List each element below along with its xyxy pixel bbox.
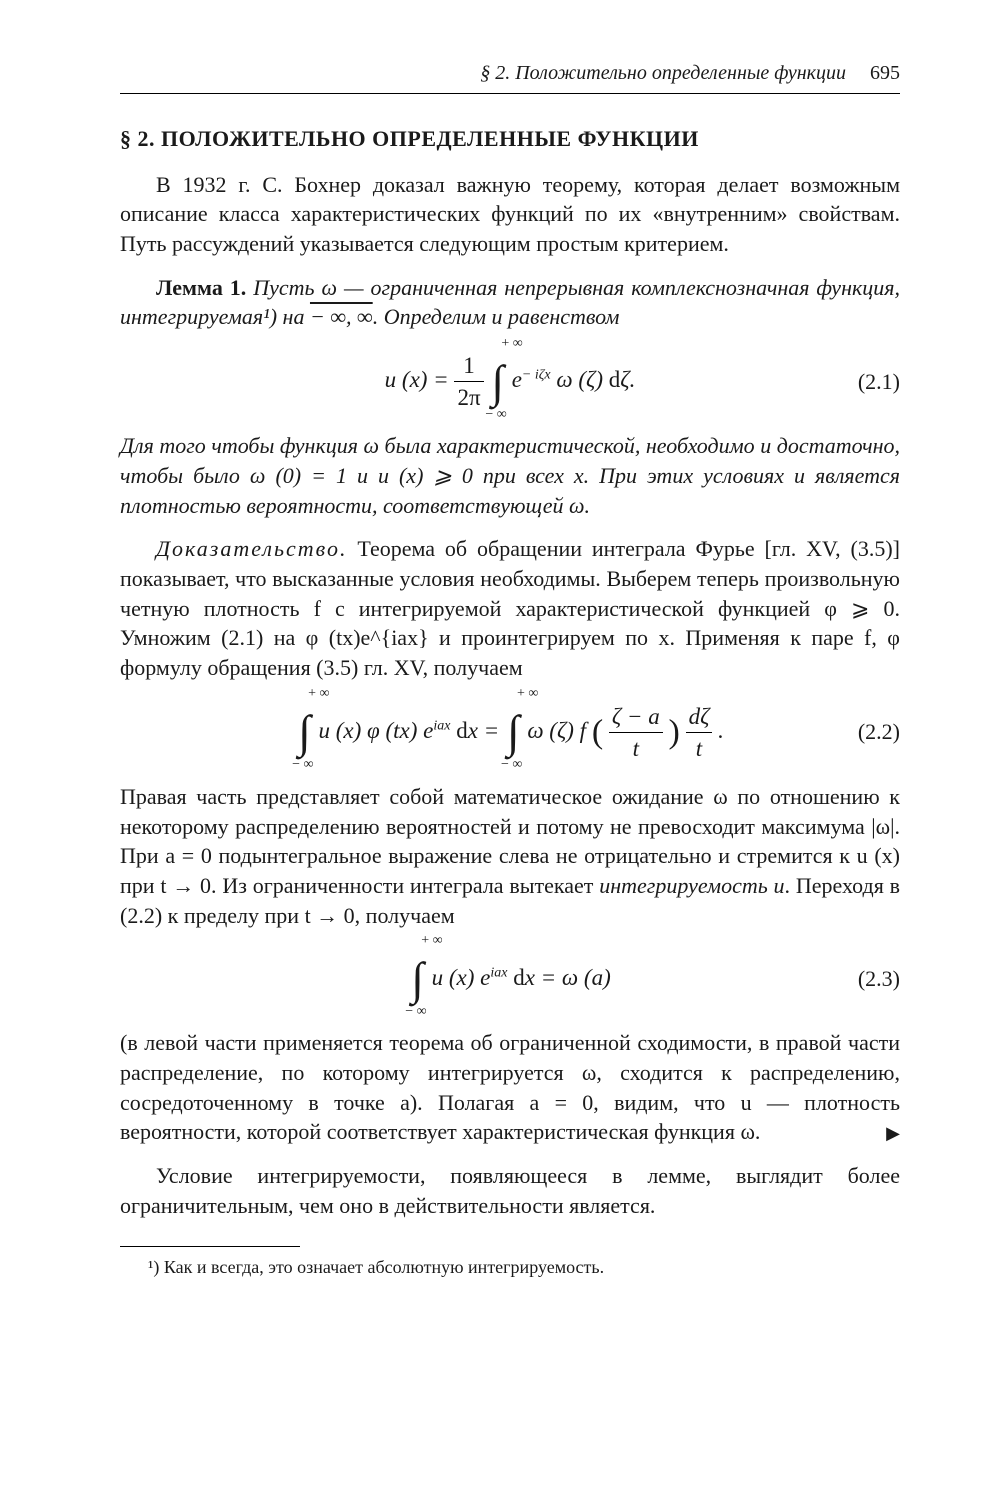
equation-2-2-content: ∫ + ∞ − ∞ u (x) φ (tx) eiax dx = ∫ + ∞ −… — [296, 701, 724, 764]
proof-text-2-ital: интегрируемость u — [599, 873, 784, 898]
lemma-interval: − ∞, ∞ — [310, 304, 373, 329]
eq22-frac-num: ζ − a — [609, 701, 663, 733]
eq22-int-bot-2: − ∞ — [501, 756, 522, 775]
proof-label: Доказательство. — [156, 536, 347, 561]
lemma-label: Лемма 1. — [156, 275, 246, 300]
intro-paragraph: В 1932 г. С. Бохнер доказал важную теоре… — [120, 170, 900, 259]
eq22-lhs: u (x) φ (tx) eiax dx = — [318, 718, 504, 743]
lemma-text-2: ) на — [270, 304, 310, 329]
rparen-icon: ) — [669, 713, 680, 750]
proof-paragraph-3: (в левой части применяется теорема об ог… — [120, 1028, 900, 1147]
lemma-statement: Лемма 1. Пусть ω — ограниченная непрерыв… — [120, 273, 900, 332]
lemma-text-3: . Определим u равенством — [373, 304, 620, 329]
eq22-int-top-2: + ∞ — [517, 685, 538, 704]
integral-icon: ∫ + ∞ − ∞ — [507, 701, 520, 763]
eq23-integrand: u (x) eiax dx = ω (a) — [432, 965, 611, 990]
equation-2-1: u (x) = 1 2π ∫ + ∞ − ∞ e− iζx ω (ζ) dζ. … — [120, 350, 900, 413]
eq21-int-bot: − ∞ — [485, 406, 506, 425]
header-section-label: § 2. Положительно определенные функции — [480, 60, 846, 87]
eq22-int-bot: − ∞ — [292, 756, 313, 775]
eq23-int-bot: − ∞ — [405, 1003, 426, 1022]
eq22-frac: ζ − a t — [609, 701, 663, 764]
eq21-frac: 1 2π — [454, 350, 483, 413]
integral-icon: ∫ + ∞ − ∞ — [298, 701, 311, 763]
eq22-dfrac: dζ t — [686, 701, 713, 764]
page: § 2. Положительно определенные функции 6… — [0, 0, 1000, 1500]
proof-paragraph-1: Доказательство. Теорема об обращении инт… — [120, 534, 900, 682]
eq22-frac-den: t — [609, 733, 663, 764]
footnote-rule — [120, 1246, 300, 1247]
eq22-dfrac-num: dζ — [686, 701, 713, 733]
lparen-icon: ( — [592, 713, 603, 750]
proof-text-3: (в левой части применяется теорема об ог… — [120, 1030, 900, 1144]
lemma-footnote-mark: ¹ — [263, 304, 270, 329]
eq21-integrand: e− iζx ω (ζ) dζ. — [512, 367, 636, 392]
eq23-label: (2.3) — [858, 964, 900, 994]
eq23-int-top: + ∞ — [421, 932, 442, 951]
lemma-conclusion: Для того чтобы функция ω была характерис… — [120, 431, 900, 520]
eq22-int-top: + ∞ — [308, 685, 329, 704]
integral-icon: ∫ + ∞ − ∞ — [411, 948, 424, 1010]
eq21-int-top: + ∞ — [501, 335, 522, 354]
eq21-frac-num: 1 — [454, 350, 483, 382]
closing-paragraph: Условие интегрируемости, появляющееся в … — [120, 1161, 900, 1220]
integral-icon: ∫ + ∞ − ∞ — [491, 351, 504, 413]
header-page-number: 695 — [870, 60, 900, 87]
eq22-dfrac-den: t — [686, 733, 713, 764]
qed-icon: ▶ — [886, 1121, 900, 1145]
eq21-lhs: u (x) = — [385, 367, 449, 392]
equation-2-3-content: ∫ + ∞ − ∞ u (x) eiax dx = ω (a) — [409, 948, 611, 1010]
equation-2-1-content: u (x) = 1 2π ∫ + ∞ − ∞ e− iζx ω (ζ) dζ. — [385, 350, 636, 413]
proof-paragraph-2: Правая часть представляет собой математи… — [120, 782, 900, 930]
eq22-tail: . — [718, 718, 724, 743]
eq21-label: (2.1) — [858, 367, 900, 397]
equation-2-2: ∫ + ∞ − ∞ u (x) φ (tx) eiax dx = ∫ + ∞ −… — [120, 701, 900, 764]
footnote-text: ¹) Как и всегда, это означает абсолютную… — [120, 1255, 900, 1279]
eq22-rhs-pre: ω (ζ) f — [527, 718, 592, 743]
eq21-frac-den: 2π — [454, 382, 483, 413]
section-title: § 2. ПОЛОЖИТЕЛЬНО ОПРЕДЕЛЕННЫЕ ФУНКЦИИ — [120, 124, 900, 154]
equation-2-3: ∫ + ∞ − ∞ u (x) eiax dx = ω (a) (2.3) — [120, 948, 900, 1010]
running-head: § 2. Положительно определенные функции 6… — [120, 60, 900, 94]
eq22-label: (2.2) — [858, 717, 900, 747]
